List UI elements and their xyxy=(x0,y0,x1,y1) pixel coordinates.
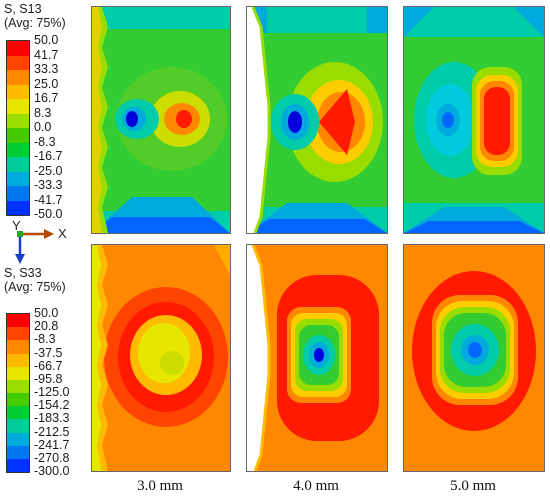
legend-tick-label: 8.3 xyxy=(34,105,52,120)
legend-color-band xyxy=(7,314,29,328)
column-label-3mm: 3.0 mm xyxy=(137,478,183,494)
legend-color-band xyxy=(7,55,29,70)
column-label-5mm: 5.0 mm xyxy=(450,478,496,494)
legend-color-band xyxy=(7,406,29,420)
legend-s13-title-line2: (Avg: 75%) xyxy=(4,16,66,30)
legend-color-band xyxy=(7,84,29,99)
legend-s33-title-line1: S, S33 xyxy=(4,266,42,280)
legend-color-band xyxy=(7,142,29,157)
legend-tick-label: -41.7 xyxy=(34,192,63,207)
legend-tick-label: 50.0 xyxy=(34,33,59,47)
legend-s33-title-line2: (Avg: 75%) xyxy=(4,280,66,294)
s13-plot-4mm xyxy=(246,6,388,234)
legend-color-band xyxy=(7,157,29,172)
legend-color-band xyxy=(7,186,29,201)
legend-color-band xyxy=(7,432,29,446)
legend-color-band xyxy=(7,200,29,215)
legend-tick-label: -241.7 xyxy=(34,437,70,452)
legend-s13-title: S, S13 (Avg: 75%) xyxy=(4,2,66,30)
legend-s13-colorbar xyxy=(6,40,30,216)
legend-tick-label: -16.7 xyxy=(34,149,63,163)
legend-tick-label: -154.2 xyxy=(34,398,70,413)
column-label-4mm: 4.0 mm xyxy=(293,478,339,494)
legend-color-band xyxy=(7,353,29,367)
legend-s33-title: S, S33 (Avg: 75%) xyxy=(4,266,66,294)
legend-tick-label: -125.0 xyxy=(34,385,70,399)
legend-tick-label: 41.7 xyxy=(34,47,59,62)
s13-plot-5mm xyxy=(403,6,545,234)
legend-color-band xyxy=(7,128,29,143)
legend-tick-label: -95.8 xyxy=(34,371,63,386)
legend-tick-label: -50.0 xyxy=(34,207,63,221)
legend-color-band xyxy=(7,171,29,186)
legend-tick-label: 50.0 xyxy=(34,306,59,320)
legend-s13-title-line1: S, S13 xyxy=(4,2,42,16)
legend-tick-label: -212.5 xyxy=(34,424,70,439)
legend-tick-label: -25.0 xyxy=(34,163,63,178)
legend-color-band xyxy=(7,445,29,459)
legend-tick-label: -8.3 xyxy=(34,134,56,149)
axis-triad: Y X xyxy=(12,218,82,266)
legend-color-band xyxy=(7,379,29,394)
legend-color-band xyxy=(7,327,29,341)
legend-tick-label: -270.8 xyxy=(34,450,70,465)
legend-tick-label: 0.0 xyxy=(34,120,52,134)
legend-tick-label: 25.0 xyxy=(34,76,59,91)
legend-color-band xyxy=(7,99,29,114)
legend-tick-label: 33.3 xyxy=(34,62,59,76)
legend-color-band xyxy=(7,393,29,407)
s33-plot-4mm xyxy=(246,244,388,472)
legend-color-band xyxy=(7,70,29,85)
legend-tick-label: -300.0 xyxy=(34,464,70,478)
legend-color-band xyxy=(7,458,29,473)
s33-plot-5mm xyxy=(403,244,545,472)
axis-y-label: Y xyxy=(12,218,21,233)
legend-tick-label: -66.7 xyxy=(34,358,63,373)
legend-color-band xyxy=(7,419,29,433)
legend-tick-label: -33.3 xyxy=(34,178,63,192)
legend-s33-colorbar xyxy=(6,313,30,473)
s13-plot-3mm xyxy=(91,6,231,234)
legend-color-band xyxy=(7,41,29,56)
legend-tick-label: -183.3 xyxy=(34,411,70,426)
legend-tick-label: -8.3 xyxy=(34,332,56,347)
s33-plot-3mm xyxy=(91,244,231,472)
legend-tick-label: -37.5 xyxy=(34,345,63,360)
legend-tick-label: 16.7 xyxy=(34,91,59,105)
legend-tick-label: 20.8 xyxy=(34,319,59,334)
legend-color-band xyxy=(7,340,29,354)
legend-s13-ticks: 50.0 41.7 33.3 25.0 16.7 8.3 0.0 -8.3 -16.7 -25.0… xyxy=(34,33,94,221)
axis-x-label: X xyxy=(58,226,67,241)
legend-color-band xyxy=(7,366,29,380)
legend-s33-ticks: 50.0 20.8 -8.3 -37.5 -66.7 -95.8 -125.0 -154.2-… xyxy=(34,306,94,478)
legend-color-band xyxy=(7,113,29,128)
